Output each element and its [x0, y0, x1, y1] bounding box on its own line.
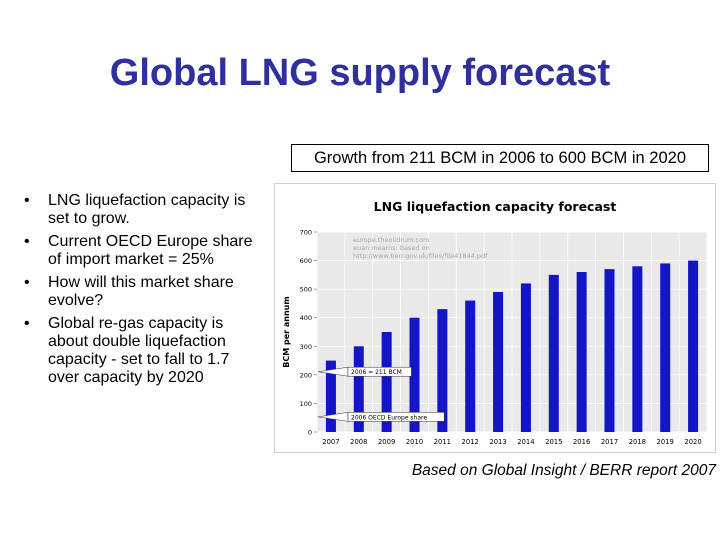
bar-2008	[353, 346, 364, 432]
bullet-icon: •	[24, 315, 30, 332]
y-tick-label: 400	[300, 314, 312, 322]
x-tick-label: 2010	[406, 438, 423, 446]
bar-2011	[437, 309, 448, 432]
bullet-item: • How will this market share evolve?	[22, 274, 258, 310]
annotation-text: 2006 = 211 BCM	[351, 369, 402, 376]
annotation-text: 2006 OECD Europe share	[351, 414, 427, 421]
x-tick-label: 2007	[322, 438, 339, 446]
y-tick-label: 300	[300, 343, 312, 351]
bullet-text: How will this market share evolve?	[48, 274, 234, 309]
y-tick-label: 0	[308, 429, 312, 437]
bar-2017	[604, 269, 615, 432]
x-tick-label: 2015	[545, 438, 562, 446]
bullet-icon: •	[24, 233, 30, 250]
bar-2012	[465, 300, 476, 432]
bar-2013	[493, 292, 504, 432]
bar-2014	[520, 283, 531, 432]
source-note: Based on Global Insight / BERR report 20…	[411, 462, 716, 479]
bullet-list: • LNG liquefaction capacity is set to gro…	[22, 192, 258, 392]
x-tick-label: 2019	[657, 438, 674, 446]
watermark-text: europe.theoildrum.com	[353, 236, 429, 244]
bullet-text: Global re-gas capacity is about double l…	[48, 315, 230, 386]
x-tick-label: 2012	[462, 438, 479, 446]
x-tick-label: 2014	[517, 438, 534, 446]
x-tick-label: 2011	[434, 438, 451, 446]
bullet-text: Current OECD Europe share of import mark…	[48, 233, 253, 268]
watermark-text: http://www.berr.gov.uk/files/file41844.p…	[353, 252, 488, 260]
y-axis-label: BCM per annum	[282, 296, 291, 367]
bar-2019	[660, 263, 671, 432]
bar-2009	[381, 332, 392, 432]
bullet-item: • Current OECD Europe share of import mar…	[22, 233, 258, 269]
bullet-text: LNG liquefaction capacity is set to grow…	[48, 192, 246, 227]
bullet-icon: •	[24, 192, 30, 209]
bar-2018	[632, 266, 643, 432]
y-tick-label: 700	[300, 229, 312, 237]
x-tick-label: 2016	[573, 438, 590, 446]
bullet-icon: •	[24, 274, 30, 291]
bar-2015	[548, 274, 559, 432]
bar-2020	[688, 260, 699, 432]
bar-2007	[325, 360, 336, 432]
slide-title: Global LNG supply forecast	[109, 52, 611, 94]
capacity-bar-chart: LNG liquefaction capacity forecast europ…	[282, 199, 708, 446]
x-tick-label: 2013	[489, 438, 506, 446]
y-tick-label: 500	[300, 286, 312, 294]
x-tick-label: 2018	[629, 438, 646, 446]
growth-note-box: Growth from 211 BCM in 2006 to 600 BCM i…	[291, 144, 709, 172]
x-tick-label: 2017	[601, 438, 618, 446]
chart-title: LNG liquefaction capacity forecast	[374, 199, 617, 214]
annotation-box	[347, 366, 412, 377]
x-tick-label: 2008	[350, 438, 367, 446]
chart-frame: LNG liquefaction capacity forecast europ…	[274, 183, 716, 453]
annotation-callout: 2006 OECD Europe share	[317, 412, 445, 422]
annotation-box	[347, 412, 445, 422]
y-tick-label: 100	[300, 400, 312, 408]
bar-2016	[576, 272, 587, 432]
x-tick-label: 2009	[378, 438, 395, 446]
x-tick-label: 2020	[684, 438, 701, 446]
annotation-callout: 2006 = 211 BCM	[317, 366, 412, 377]
y-tick-label: 200	[300, 371, 312, 379]
bar-2010	[409, 317, 420, 432]
watermark-text: euan mearns: based on	[353, 244, 430, 252]
y-tick-label: 600	[300, 257, 312, 265]
bullet-item: • LNG liquefaction capacity is set to gro…	[22, 192, 258, 228]
bullet-item: • Global re-gas capacity is about double …	[22, 315, 258, 387]
